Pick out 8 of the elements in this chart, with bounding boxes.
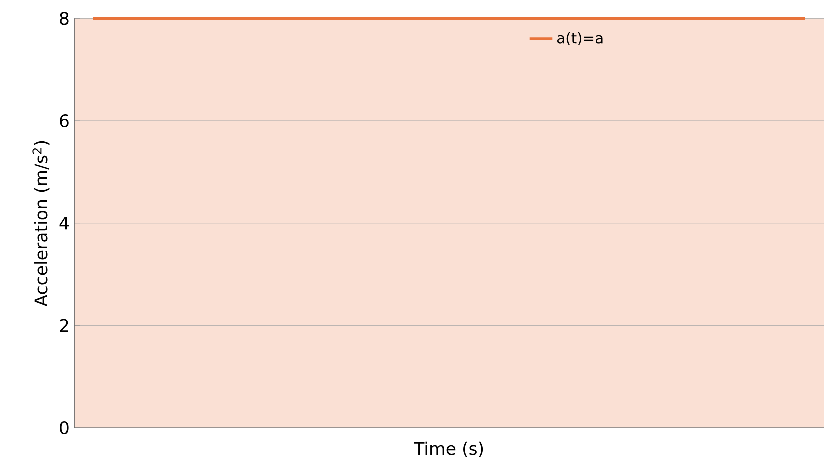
y-tick-label: 2 bbox=[60, 319, 68, 332]
legend-label: a(t)=a bbox=[558, 32, 603, 46]
y-tick-label: 6 bbox=[60, 114, 69, 128]
y-tick-label: 8 bbox=[60, 12, 69, 26]
y-axis-title: Acceleration (m/s$^{2}$) bbox=[32, 142, 50, 307]
y-tick-label: 4 bbox=[60, 217, 69, 230]
y-tick-label: 0 bbox=[60, 422, 69, 435]
x-axis-title: Time (s) bbox=[414, 442, 484, 458]
